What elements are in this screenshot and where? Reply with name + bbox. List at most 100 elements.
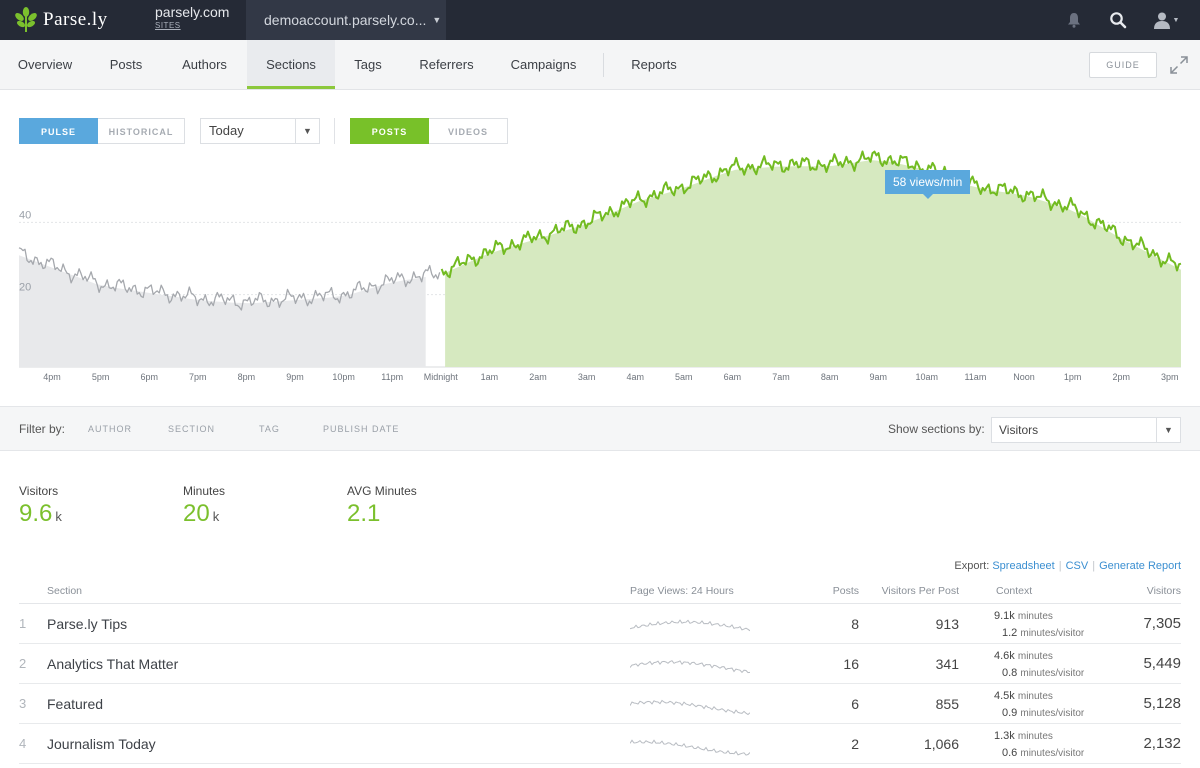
export-spreadsheet-link[interactable]: Spreadsheet bbox=[992, 560, 1055, 572]
account-dropdown[interactable]: demoaccount.parsely.co... ▼ bbox=[246, 0, 446, 40]
row-visitors: 5,128 bbox=[1143, 695, 1181, 712]
filter-section[interactable]: SECTION bbox=[168, 424, 216, 434]
today-line bbox=[440, 150, 1182, 279]
col-visitors[interactable]: Visitors bbox=[1146, 585, 1181, 597]
tab-authors[interactable]: Authors bbox=[182, 57, 227, 72]
search-icon[interactable] bbox=[1104, 0, 1132, 40]
table-row[interactable]: 3 Featured 6 855 4.5k minutes 0.9 minutes/vis… bbox=[19, 684, 1181, 724]
x-tick-label: 8pm bbox=[238, 372, 256, 382]
x-tick-label: 9am bbox=[869, 372, 887, 382]
user-menu[interactable]: ▼ bbox=[1148, 0, 1184, 40]
x-tick-label: 1am bbox=[481, 372, 499, 382]
row-context: 4.6k minutes 0.8 minutes/visitor bbox=[994, 648, 1094, 682]
row-visitors: 7,305 bbox=[1143, 615, 1181, 632]
row-context: 4.5k minutes 0.9 minutes/visitor bbox=[994, 688, 1094, 722]
tab-tags[interactable]: Tags bbox=[354, 57, 382, 72]
posts-toggle[interactable]: POSTS bbox=[350, 118, 429, 144]
brand-logo[interactable]: Parse.ly bbox=[0, 0, 138, 40]
ctx-minutes-unit: minutes bbox=[1017, 731, 1053, 742]
x-tick-label: Noon bbox=[1013, 372, 1035, 382]
generate-report-link[interactable]: Generate Report bbox=[1099, 560, 1181, 572]
x-tick-label: 5pm bbox=[92, 372, 110, 382]
tab-overview[interactable]: Overview bbox=[17, 57, 73, 72]
filter-label: Filter by: bbox=[19, 422, 66, 436]
x-tick-label: 9pm bbox=[286, 372, 304, 382]
ctx-minutes: 1.3k bbox=[994, 730, 1015, 742]
col-pageviews: Page Views: 24 Hours bbox=[630, 585, 734, 597]
videos-toggle[interactable]: VIDEOS bbox=[429, 118, 508, 144]
row-visitors: 2,132 bbox=[1143, 735, 1181, 752]
x-tick-label: Midnight bbox=[424, 372, 459, 382]
section-name-link[interactable]: Journalism Today bbox=[47, 736, 156, 752]
pageviews-sparkline bbox=[630, 699, 750, 716]
col-posts[interactable]: Posts bbox=[832, 585, 859, 597]
ctx-per-visitor: 1.2 bbox=[1002, 627, 1018, 639]
ctx-per-visitor: 0.8 bbox=[1002, 667, 1018, 679]
x-tick-label: 6pm bbox=[140, 372, 158, 382]
ctx-minutes-unit: minutes bbox=[1017, 611, 1053, 622]
ctx-per-visitor: 0.9 bbox=[1002, 707, 1018, 719]
filter-publish-date[interactable]: PUBLISH DATE bbox=[323, 424, 400, 434]
x-tick-label: 11pm bbox=[381, 372, 403, 382]
chart-x-ticks: 4pm 5pm 6pm 7pm 8pm 9pm 10pm 11pm Midnight 1am 2am… bbox=[43, 372, 1178, 382]
stat-visitors: Visitors 9.6 k bbox=[19, 484, 62, 528]
ctx-minutes: 4.6k bbox=[994, 650, 1015, 662]
stat-unit: k bbox=[55, 509, 62, 524]
chart-y-ticks: 40 20 bbox=[19, 209, 31, 293]
ctx-minutes: 4.5k bbox=[994, 690, 1015, 702]
show-by-select[interactable]: Visitors ▼ bbox=[991, 417, 1181, 443]
top-bar: Parse.ly parsely.com SITES demoaccount.p… bbox=[0, 0, 1200, 40]
x-tick-label: 8am bbox=[821, 372, 839, 382]
today-area bbox=[445, 160, 1182, 367]
row-posts: 8 bbox=[851, 616, 859, 632]
col-visitors-per-post[interactable]: Visitors Per Post bbox=[881, 585, 959, 597]
section-name-link[interactable]: Featured bbox=[47, 696, 104, 712]
stat-value: 20 bbox=[183, 500, 210, 527]
pulse-chart[interactable]: 40 20 4pm 5pm 6pm 7pm 8pm 9pm 10pm 11pm Midnight 1… bbox=[0, 150, 1200, 390]
tab-reports[interactable]: Reports bbox=[631, 57, 677, 72]
pulse-toggle[interactable]: PULSE bbox=[19, 118, 98, 144]
col-section[interactable]: Section bbox=[47, 585, 83, 597]
section-name-link[interactable]: Analytics That Matter bbox=[47, 656, 179, 672]
x-tick-label: 4pm bbox=[43, 372, 61, 382]
row-context: 9.1k minutes 1.2 minutes/visitor bbox=[994, 608, 1094, 642]
tab-referrers[interactable]: Referrers bbox=[419, 57, 474, 72]
row-rank: 1 bbox=[19, 616, 27, 631]
ctx-per-visitor-unit: minutes/visitor bbox=[1020, 708, 1085, 719]
sparkline-path bbox=[630, 619, 750, 632]
row-rank: 3 bbox=[19, 696, 27, 711]
filter-tag[interactable]: TAG bbox=[259, 424, 280, 434]
table-row[interactable]: 4 Journalism Today 2 1,066 1.3k minutes 0.6 m… bbox=[19, 724, 1181, 764]
x-tick-label: 5am bbox=[675, 372, 693, 382]
expand-icon[interactable] bbox=[1168, 54, 1190, 76]
sparkline-path bbox=[630, 699, 750, 716]
historical-toggle[interactable]: HISTORICAL bbox=[98, 118, 185, 144]
tab-campaigns[interactable]: Campaigns bbox=[510, 57, 577, 72]
chevron-down-icon: ▼ bbox=[1172, 16, 1180, 24]
guide-button[interactable]: GUIDE bbox=[1089, 52, 1157, 78]
x-tick-label: 6am bbox=[724, 372, 742, 382]
previous-day-line bbox=[18, 247, 441, 311]
time-range-select[interactable]: Today ▼ bbox=[200, 118, 320, 144]
site-switcher[interactable]: parsely.com SITES bbox=[138, 0, 246, 40]
ctx-minutes: 9.1k bbox=[994, 610, 1015, 622]
x-tick-label: 7pm bbox=[189, 372, 207, 382]
ctx-per-visitor-unit: minutes/visitor bbox=[1020, 628, 1085, 639]
show-by-label: Show sections by: bbox=[888, 422, 985, 436]
section-name-link[interactable]: Parse.ly Tips bbox=[47, 616, 128, 632]
row-posts: 6 bbox=[851, 696, 859, 712]
table-row[interactable]: 1 Parse.ly Tips 8 913 9.1k minutes 1.2 minute… bbox=[19, 604, 1181, 644]
chart-tooltip: 58 views/min bbox=[885, 170, 971, 199]
sites-link[interactable]: SITES bbox=[155, 21, 181, 30]
sparkline-path bbox=[630, 660, 750, 674]
bell-icon[interactable] bbox=[1060, 0, 1088, 40]
ctx-minutes-unit: minutes bbox=[1017, 651, 1053, 662]
tab-posts[interactable]: Posts bbox=[109, 57, 143, 72]
filter-author[interactable]: AUTHOR bbox=[88, 424, 132, 434]
export-csv-link[interactable]: CSV bbox=[1065, 560, 1089, 572]
ctx-per-visitor-unit: minutes/visitor bbox=[1020, 748, 1085, 759]
table-row[interactable]: 2 Analytics That Matter 16 341 4.6k minutes 0… bbox=[19, 644, 1181, 684]
main-nav: Overview Posts Authors Sections Tags Ref… bbox=[0, 40, 1200, 90]
row-visitors-per-post: 341 bbox=[935, 656, 959, 672]
tab-sections[interactable]: Sections bbox=[247, 40, 335, 89]
